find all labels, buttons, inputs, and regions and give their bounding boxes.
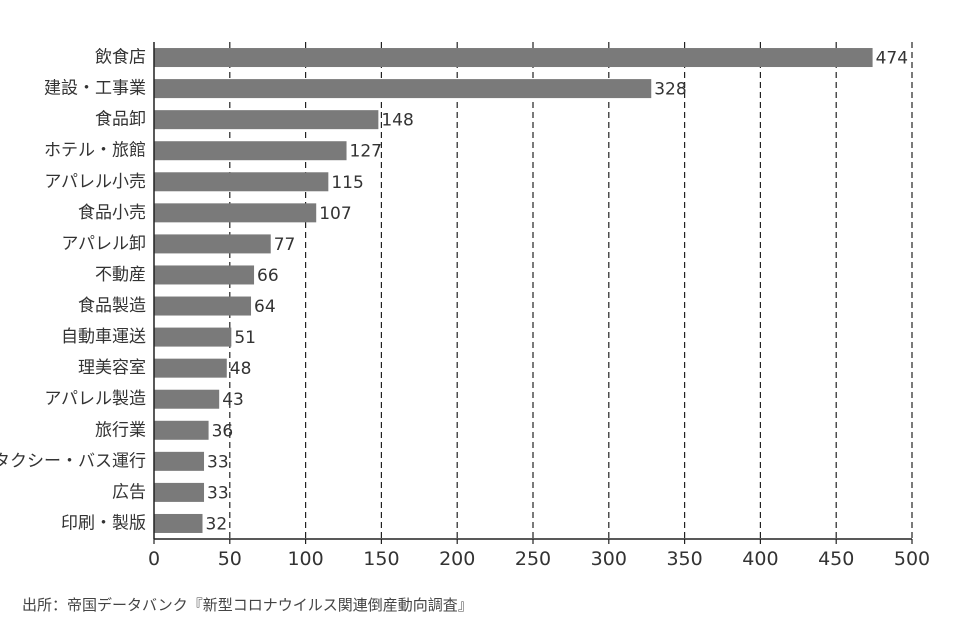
data-label: 32 — [206, 514, 228, 534]
bar — [154, 389, 220, 409]
data-label: 77 — [274, 235, 296, 255]
data-label: 474 — [876, 49, 908, 69]
x-tick-label: 300 — [591, 548, 627, 570]
bar — [154, 420, 209, 440]
axes: 飲食店 474 建設・工事業 328 食品卸 148 ホテル・旅館 127 アパレル小売 115 食… — [0, 42, 930, 570]
bar — [154, 110, 379, 130]
x-tick-label: 400 — [742, 548, 778, 570]
x-tick-label: 150 — [363, 548, 399, 570]
bar — [154, 141, 347, 161]
x-tick-label: 50 — [218, 548, 242, 570]
x-tick-label: 0 — [148, 548, 160, 570]
category-label: 理美容室 — [78, 358, 146, 378]
bar-chart: 飲食店 474 建設・工事業 328 食品卸 148 ホテル・旅館 127 アパレル小売 115 食… — [0, 42, 930, 570]
bar — [154, 451, 205, 471]
category-label: タクシー・バス運行 — [0, 451, 146, 471]
bar — [154, 234, 271, 254]
bar — [154, 296, 252, 316]
bar — [154, 327, 232, 347]
data-label: 115 — [331, 173, 363, 193]
category-label: 飲食店 — [95, 48, 146, 68]
category-label: 食品製造 — [78, 296, 146, 316]
data-label: 127 — [350, 142, 382, 162]
category-label: アパレル小売 — [44, 172, 146, 192]
x-tick-label: 450 — [818, 548, 854, 570]
data-label: 148 — [381, 111, 413, 131]
bar — [154, 265, 255, 285]
bar — [154, 48, 873, 68]
x-tick-label: 500 — [894, 548, 930, 570]
data-label: 328 — [654, 80, 686, 100]
data-label: 64 — [254, 297, 276, 317]
category-label: 自動車運送 — [61, 327, 146, 347]
bars — [154, 48, 873, 533]
category-label: 食品卸 — [95, 110, 146, 130]
data-label: 66 — [257, 266, 279, 286]
bar — [154, 482, 205, 502]
bar — [154, 358, 227, 378]
category-label: ホテル・旅館 — [44, 141, 146, 161]
x-tick-label: 200 — [439, 548, 475, 570]
data-label: 36 — [212, 421, 234, 441]
category-label: 建設・工事業 — [44, 79, 146, 99]
category-label: 旅行業 — [95, 420, 146, 440]
bar — [154, 513, 203, 533]
data-label: 33 — [207, 483, 229, 503]
data-label: 48 — [230, 359, 252, 379]
category-label: 広告 — [112, 482, 146, 502]
category-label: 印刷・製版 — [61, 513, 146, 533]
bar — [154, 79, 652, 99]
category-label: アパレル卸 — [61, 234, 146, 254]
source-note: 出所：帝国データバンク『新型コロナウイルス関連倒産動向調査』 — [22, 596, 473, 614]
bar — [154, 203, 317, 223]
data-label: 43 — [222, 390, 244, 410]
category-label: 不動産 — [95, 265, 146, 285]
category-label: アパレル製造 — [44, 389, 146, 409]
data-label: 51 — [234, 328, 256, 348]
category-label: 食品小売 — [78, 203, 146, 223]
grid-lines — [229, 42, 913, 539]
x-tick-label: 250 — [515, 548, 551, 570]
bar — [154, 172, 329, 192]
x-tick-label: 350 — [666, 548, 702, 570]
data-label: 107 — [319, 204, 351, 224]
data-label: 33 — [207, 452, 229, 472]
x-tick-label: 100 — [287, 548, 323, 570]
